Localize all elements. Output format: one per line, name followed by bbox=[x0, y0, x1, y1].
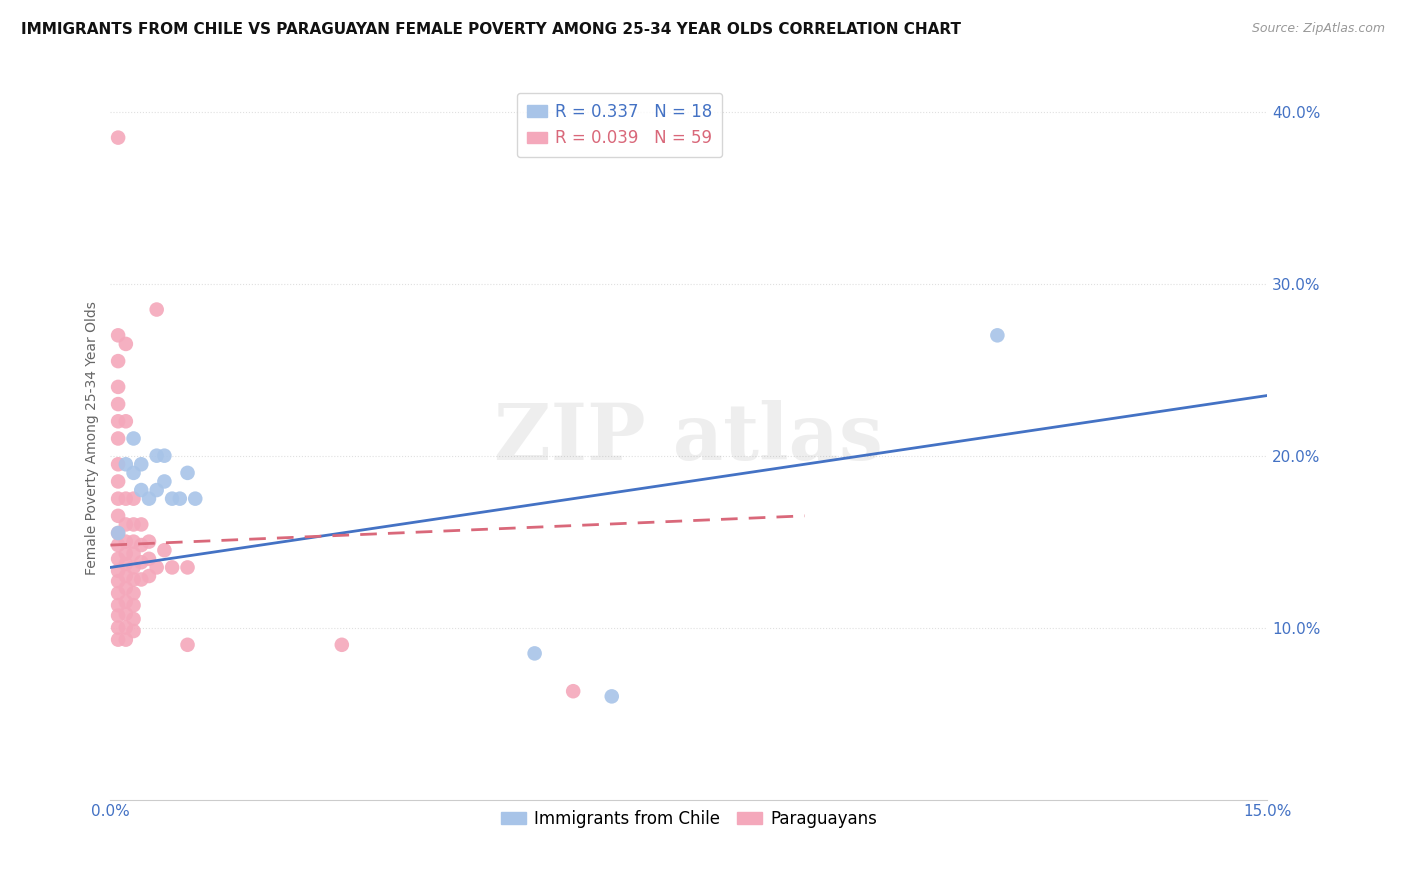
Point bbox=[122, 432, 145, 446]
Text: IMMIGRANTS FROM CHILE VS PARAGUAYAN FEMALE POVERTY AMONG 25-34 YEAR OLDS CORRELA: IMMIGRANTS FROM CHILE VS PARAGUAYAN FEMA… bbox=[21, 22, 962, 37]
Point bbox=[153, 475, 176, 489]
Point bbox=[145, 483, 167, 497]
Point bbox=[107, 574, 129, 589]
Point bbox=[107, 586, 129, 600]
Point bbox=[145, 449, 167, 463]
Point bbox=[122, 517, 145, 532]
Point bbox=[986, 328, 1008, 343]
Point bbox=[129, 457, 152, 471]
Point bbox=[153, 449, 176, 463]
Legend: Immigrants from Chile, Paraguayans: Immigrants from Chile, Paraguayans bbox=[494, 803, 883, 835]
Point bbox=[160, 560, 183, 574]
Point bbox=[107, 551, 129, 566]
Point bbox=[129, 555, 152, 569]
Point bbox=[107, 621, 129, 635]
Point bbox=[523, 646, 546, 660]
Point bbox=[114, 491, 136, 506]
Point bbox=[122, 534, 145, 549]
Point bbox=[122, 586, 145, 600]
Point bbox=[107, 130, 129, 145]
Point bbox=[129, 573, 152, 587]
Point bbox=[107, 414, 129, 428]
Point bbox=[107, 380, 129, 394]
Point bbox=[138, 551, 160, 566]
Point bbox=[160, 491, 183, 506]
Point bbox=[107, 354, 129, 368]
Point bbox=[145, 560, 167, 574]
Point bbox=[600, 690, 623, 704]
Point bbox=[114, 414, 136, 428]
Point bbox=[122, 466, 145, 480]
Point bbox=[114, 557, 136, 571]
Point bbox=[107, 457, 129, 471]
Point bbox=[114, 632, 136, 647]
Point bbox=[122, 612, 145, 626]
Point bbox=[114, 517, 136, 532]
Point bbox=[107, 432, 129, 446]
Text: ZIP atlas: ZIP atlas bbox=[495, 401, 883, 476]
Point bbox=[129, 517, 152, 532]
Point bbox=[169, 491, 191, 506]
Point bbox=[122, 573, 145, 587]
Point bbox=[122, 491, 145, 506]
Point bbox=[184, 491, 207, 506]
Point bbox=[107, 526, 129, 541]
Point bbox=[129, 483, 152, 497]
Point bbox=[330, 638, 353, 652]
Point bbox=[176, 560, 198, 574]
Point bbox=[107, 599, 129, 613]
Point bbox=[114, 595, 136, 609]
Point bbox=[129, 538, 152, 552]
Point bbox=[114, 621, 136, 635]
Point bbox=[107, 508, 129, 523]
Text: Source: ZipAtlas.com: Source: ZipAtlas.com bbox=[1251, 22, 1385, 36]
Point bbox=[153, 543, 176, 558]
Point bbox=[107, 538, 129, 552]
Point bbox=[145, 302, 167, 317]
Point bbox=[562, 684, 585, 698]
Point bbox=[107, 328, 129, 343]
Point bbox=[176, 638, 198, 652]
Point bbox=[114, 457, 136, 471]
Point bbox=[114, 534, 136, 549]
Point bbox=[122, 599, 145, 613]
Point bbox=[107, 608, 129, 623]
Point bbox=[114, 581, 136, 595]
Point bbox=[114, 607, 136, 621]
Point bbox=[107, 475, 129, 489]
Point bbox=[138, 569, 160, 583]
Point bbox=[138, 534, 160, 549]
Point bbox=[107, 491, 129, 506]
Point bbox=[138, 491, 160, 506]
Point bbox=[122, 624, 145, 638]
Point bbox=[114, 337, 136, 351]
Point bbox=[107, 632, 129, 647]
Y-axis label: Female Poverty Among 25-34 Year Olds: Female Poverty Among 25-34 Year Olds bbox=[86, 301, 100, 575]
Point bbox=[107, 564, 129, 578]
Point bbox=[114, 547, 136, 561]
Point bbox=[122, 547, 145, 561]
Point bbox=[122, 560, 145, 574]
Point bbox=[107, 526, 129, 541]
Point bbox=[114, 569, 136, 583]
Point bbox=[176, 466, 198, 480]
Point bbox=[107, 397, 129, 411]
